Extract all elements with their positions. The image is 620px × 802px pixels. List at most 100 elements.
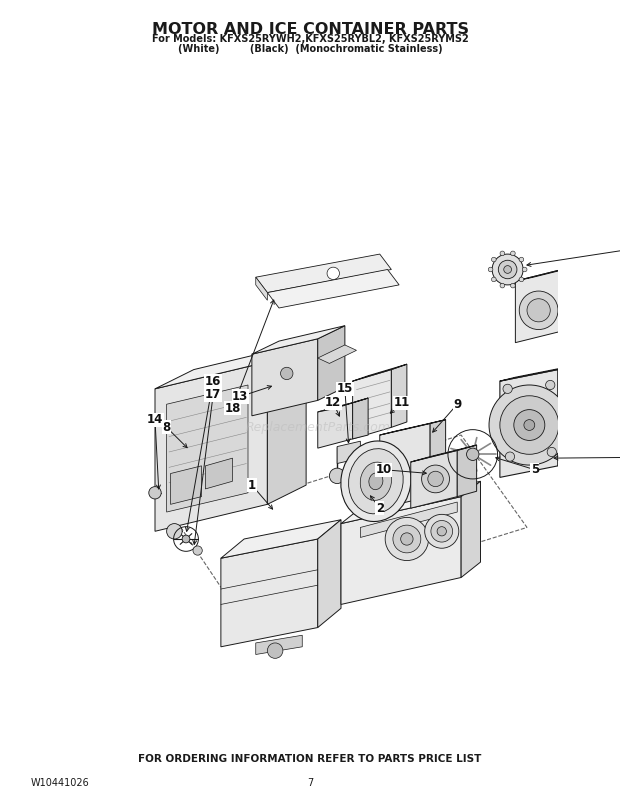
Polygon shape <box>500 370 558 477</box>
Polygon shape <box>167 385 248 512</box>
Circle shape <box>498 261 517 279</box>
Ellipse shape <box>341 441 411 521</box>
Polygon shape <box>461 481 480 577</box>
Polygon shape <box>252 326 345 354</box>
Polygon shape <box>255 635 303 654</box>
Polygon shape <box>155 342 306 389</box>
Text: 1: 1 <box>248 479 256 492</box>
Circle shape <box>489 267 493 272</box>
Polygon shape <box>317 520 341 627</box>
Circle shape <box>425 514 459 549</box>
Circle shape <box>564 415 572 423</box>
Circle shape <box>503 384 512 394</box>
Polygon shape <box>410 445 477 462</box>
Polygon shape <box>558 391 577 421</box>
Polygon shape <box>515 265 580 281</box>
Ellipse shape <box>369 473 383 490</box>
Circle shape <box>167 524 182 539</box>
Circle shape <box>149 487 161 499</box>
Text: 8: 8 <box>162 421 170 434</box>
Text: For Models: KFXS25RYWH2,KFXS25RYBL2, KFXS25RYMS2: For Models: KFXS25RYWH2,KFXS25RYBL2, KFX… <box>152 34 468 43</box>
Ellipse shape <box>348 448 403 514</box>
Polygon shape <box>562 265 580 331</box>
Circle shape <box>329 468 345 484</box>
Circle shape <box>489 385 570 465</box>
Text: MOTOR AND ICE CONTAINER PARTS: MOTOR AND ICE CONTAINER PARTS <box>151 22 469 37</box>
Text: 18: 18 <box>224 402 241 415</box>
Circle shape <box>182 535 190 543</box>
Polygon shape <box>255 254 391 293</box>
Text: FOR ORDERING INFORMATION REFER TO PARTS PRICE LIST: FOR ORDERING INFORMATION REFER TO PARTS … <box>138 754 482 764</box>
Polygon shape <box>155 362 267 531</box>
Polygon shape <box>353 370 391 439</box>
Text: 11: 11 <box>393 396 410 409</box>
Polygon shape <box>353 364 407 381</box>
Circle shape <box>546 380 555 390</box>
Text: 7: 7 <box>307 778 313 788</box>
Polygon shape <box>221 520 341 558</box>
Polygon shape <box>360 502 458 537</box>
Text: 15: 15 <box>337 383 353 395</box>
Polygon shape <box>500 366 574 381</box>
Circle shape <box>393 525 421 553</box>
Circle shape <box>428 472 443 487</box>
Circle shape <box>267 643 283 658</box>
Polygon shape <box>410 451 458 508</box>
Circle shape <box>401 533 413 545</box>
Circle shape <box>519 257 524 261</box>
Circle shape <box>422 465 450 492</box>
Polygon shape <box>221 539 317 646</box>
Polygon shape <box>353 398 368 439</box>
Polygon shape <box>379 419 446 435</box>
Circle shape <box>514 410 545 440</box>
Text: 14: 14 <box>147 413 163 426</box>
Circle shape <box>527 299 551 322</box>
Text: 10: 10 <box>376 464 392 476</box>
Polygon shape <box>341 481 480 524</box>
Circle shape <box>500 283 505 288</box>
Circle shape <box>503 265 512 273</box>
Circle shape <box>431 520 453 542</box>
Polygon shape <box>267 269 399 308</box>
Circle shape <box>437 527 446 536</box>
Polygon shape <box>391 364 407 427</box>
Circle shape <box>385 517 428 561</box>
Circle shape <box>492 277 496 282</box>
Polygon shape <box>341 496 461 605</box>
Circle shape <box>505 452 515 461</box>
Text: 13: 13 <box>232 390 249 403</box>
Circle shape <box>500 395 559 454</box>
Text: W10441026: W10441026 <box>31 778 90 788</box>
Polygon shape <box>317 398 368 412</box>
Polygon shape <box>558 366 574 466</box>
Text: 17: 17 <box>205 388 221 402</box>
Circle shape <box>280 367 293 379</box>
Circle shape <box>519 277 524 282</box>
Polygon shape <box>458 445 477 496</box>
Circle shape <box>520 291 558 330</box>
Circle shape <box>547 448 556 456</box>
Text: 5: 5 <box>531 464 539 476</box>
Polygon shape <box>317 403 353 448</box>
Circle shape <box>327 267 340 280</box>
Text: 16: 16 <box>205 375 221 387</box>
Circle shape <box>492 254 523 285</box>
Text: 12: 12 <box>325 396 342 409</box>
Polygon shape <box>317 345 356 363</box>
Text: ReplacementParts.com: ReplacementParts.com <box>246 421 390 434</box>
Circle shape <box>510 283 515 288</box>
Circle shape <box>510 251 515 256</box>
Polygon shape <box>267 342 306 504</box>
Ellipse shape <box>360 462 391 500</box>
Circle shape <box>492 257 496 261</box>
Text: 2: 2 <box>376 502 384 515</box>
Circle shape <box>500 251 505 256</box>
Polygon shape <box>255 277 267 300</box>
Circle shape <box>602 294 611 303</box>
Polygon shape <box>317 326 345 400</box>
Polygon shape <box>170 466 202 504</box>
Circle shape <box>524 419 534 431</box>
Polygon shape <box>337 441 360 464</box>
Polygon shape <box>430 419 446 496</box>
Polygon shape <box>252 338 317 415</box>
